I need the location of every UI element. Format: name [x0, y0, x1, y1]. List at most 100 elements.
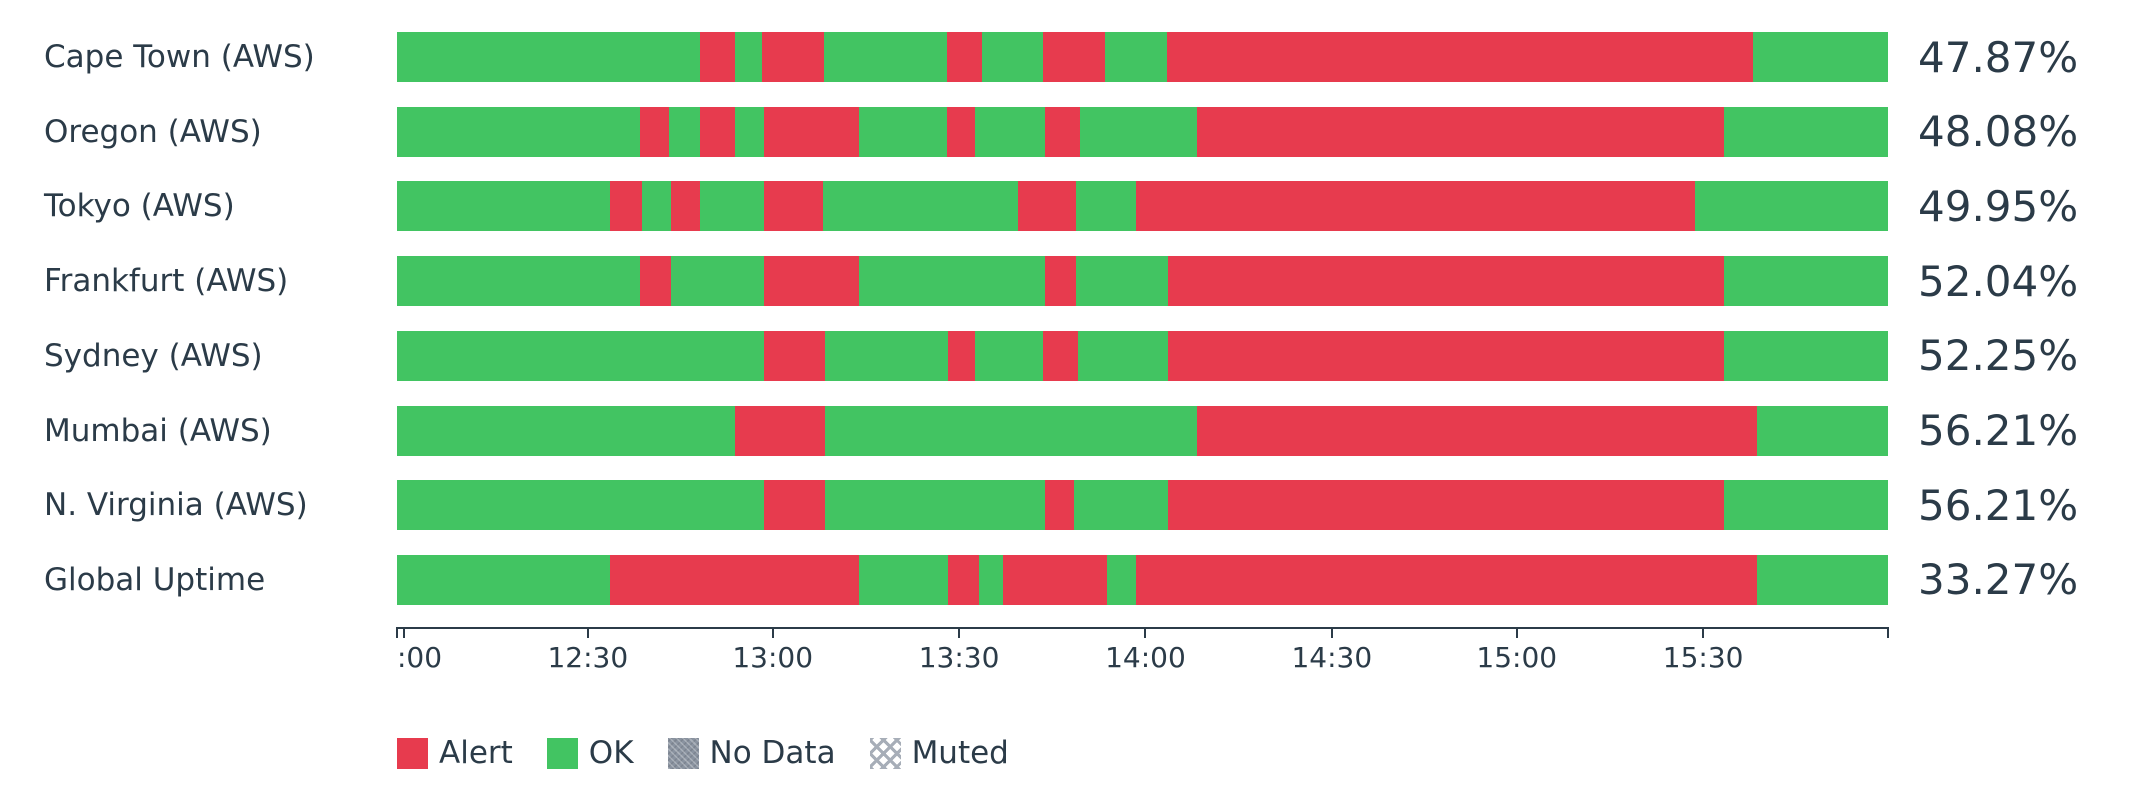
segment-ok[interactable]: [735, 32, 762, 82]
segment-ok[interactable]: [1752, 32, 1888, 82]
segment-ok[interactable]: [1107, 554, 1137, 605]
segment-alert[interactable]: [764, 181, 824, 232]
segment-ok[interactable]: [824, 330, 948, 381]
segment-ok[interactable]: [975, 106, 1046, 157]
segment-ok[interactable]: [859, 106, 948, 157]
status-bar[interactable]: [397, 480, 1888, 531]
axis-tick: [958, 627, 961, 638]
segment-ok[interactable]: [824, 480, 1045, 531]
segment-ok[interactable]: [1694, 181, 1888, 232]
segment-ok[interactable]: [982, 32, 1043, 82]
uptime-value: 56.21%: [1918, 406, 2079, 455]
segment-ok[interactable]: [397, 181, 611, 232]
segment-alert[interactable]: [1044, 480, 1075, 531]
segment-alert[interactable]: [947, 330, 975, 381]
segment-ok[interactable]: [735, 106, 765, 157]
status-bar[interactable]: [397, 32, 1888, 82]
segment-ok[interactable]: [825, 405, 1198, 456]
segment-alert[interactable]: [764, 256, 860, 307]
segment-alert[interactable]: [1018, 181, 1077, 232]
segment-ok[interactable]: [671, 256, 765, 307]
segment-alert[interactable]: [610, 181, 643, 232]
segment-ok[interactable]: [1075, 256, 1168, 307]
segment-alert[interactable]: [1136, 181, 1695, 232]
segment-alert[interactable]: [1136, 554, 1757, 605]
segment-ok[interactable]: [397, 330, 764, 381]
segment-ok[interactable]: [397, 32, 700, 82]
segment-alert[interactable]: [761, 32, 824, 82]
axis-tick: [1887, 627, 1889, 638]
segment-alert[interactable]: [640, 256, 672, 307]
legend-item-muted[interactable]: Muted: [869, 735, 1009, 771]
axis-tick-label: 15:30: [1662, 641, 1744, 674]
segment-alert[interactable]: [610, 554, 860, 605]
status-bar[interactable]: [397, 554, 1888, 605]
segment-ok[interactable]: [859, 256, 1045, 307]
segment-alert[interactable]: [1044, 256, 1076, 307]
time-axis: :00 12:30 13:00 13:30 14:00 14:30 15:00 15:30: [396, 627, 1889, 687]
axis-tick: [1515, 627, 1518, 638]
legend-item-ok[interactable]: OK: [546, 735, 634, 771]
segment-alert[interactable]: [764, 106, 860, 157]
segment-alert[interactable]: [1197, 106, 1724, 157]
segment-ok[interactable]: [1723, 256, 1888, 307]
segment-alert[interactable]: [640, 106, 670, 157]
segment-ok[interactable]: [1723, 480, 1888, 531]
row-label: Oregon (AWS): [44, 113, 262, 150]
segment-ok[interactable]: [397, 405, 735, 456]
segment-ok[interactable]: [1723, 330, 1888, 381]
segment-ok[interactable]: [824, 32, 947, 82]
segment-alert[interactable]: [671, 181, 701, 232]
status-bar[interactable]: [397, 405, 1888, 456]
segment-ok[interactable]: [974, 330, 1043, 381]
legend-label: Alert: [439, 735, 513, 771]
segment-alert[interactable]: [1043, 32, 1106, 82]
segment-ok[interactable]: [1105, 32, 1168, 82]
segment-ok[interactable]: [669, 106, 701, 157]
segment-alert[interactable]: [947, 32, 983, 82]
legend-label: Muted: [911, 735, 1009, 771]
segment-alert[interactable]: [700, 106, 736, 157]
status-bar[interactable]: [397, 330, 1888, 381]
legend-item-alert[interactable]: Alert: [397, 735, 513, 771]
segment-ok[interactable]: [642, 181, 672, 232]
segment-ok[interactable]: [1080, 106, 1198, 157]
segment-ok[interactable]: [1076, 181, 1137, 232]
legend-label: No Data: [709, 735, 836, 771]
segment-ok[interactable]: [1756, 405, 1888, 456]
table-row: Oregon (AWS) 48.08%: [0, 106, 2134, 157]
segment-ok[interactable]: [979, 554, 1004, 605]
segment-ok[interactable]: [397, 554, 611, 605]
status-bar[interactable]: [397, 256, 1888, 307]
segment-ok[interactable]: [397, 106, 641, 157]
axis-tick: [1330, 627, 1333, 638]
status-bar[interactable]: [397, 181, 1888, 232]
segment-ok[interactable]: [397, 480, 764, 531]
segment-ok[interactable]: [1074, 480, 1168, 531]
uptime-value: 49.95%: [1918, 181, 2079, 231]
segment-ok[interactable]: [397, 256, 641, 307]
status-bar[interactable]: [397, 106, 1888, 157]
segment-alert[interactable]: [948, 554, 980, 605]
segment-alert[interactable]: [1197, 405, 1757, 456]
segment-alert[interactable]: [947, 106, 976, 157]
segment-alert[interactable]: [763, 330, 825, 381]
segment-alert[interactable]: [1167, 32, 1753, 82]
segment-alert[interactable]: [1167, 256, 1724, 307]
segment-alert[interactable]: [1045, 106, 1081, 157]
segment-ok[interactable]: [1077, 330, 1168, 381]
segment-ok[interactable]: [859, 554, 949, 605]
segment-alert[interactable]: [699, 32, 735, 82]
segment-ok[interactable]: [823, 181, 1019, 232]
segment-ok[interactable]: [1756, 554, 1888, 605]
table-row: N. Virginia (AWS) 56.21%: [0, 480, 2134, 531]
segment-ok[interactable]: [1723, 106, 1888, 157]
legend-item-nodata[interactable]: No Data: [667, 735, 836, 771]
segment-alert[interactable]: [735, 405, 826, 456]
segment-alert[interactable]: [1167, 330, 1724, 381]
segment-alert[interactable]: [1003, 554, 1108, 605]
segment-ok[interactable]: [700, 181, 765, 232]
segment-alert[interactable]: [1042, 330, 1078, 381]
segment-alert[interactable]: [763, 480, 825, 531]
segment-alert[interactable]: [1167, 480, 1724, 531]
